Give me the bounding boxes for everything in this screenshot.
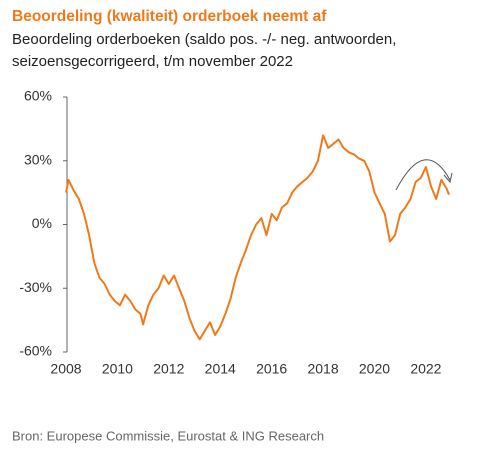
arrow-head [443, 172, 453, 184]
y-tick-label: 60% [24, 88, 52, 104]
subtitle-box: Beoordeling orderboeken (saldo pos. -/- … [12, 31, 397, 70]
trend-arrow [395, 159, 451, 191]
y-tick-label: 0% [32, 215, 52, 231]
x-tick-label: 2010 [102, 361, 133, 377]
source: Bron: Europese Commissie, Eurostat & ING… [12, 428, 324, 443]
x-tick-label: 2020 [359, 361, 390, 377]
y-tick-label: -30% [19, 279, 52, 295]
x-tick-label: 2016 [256, 361, 287, 377]
x-tick-label: 2012 [153, 361, 184, 377]
chart-subtitle: Beoordeling orderboeken (saldo pos. -/- … [12, 31, 397, 70]
x-tick-label: 2014 [205, 361, 236, 377]
x-tick-label: 2022 [410, 361, 441, 377]
data-line [65, 134, 450, 341]
x-tick-label: 2018 [307, 361, 338, 377]
x-tick-label: 2008 [50, 361, 81, 377]
chart-title: Beoordeling (kwaliteit) orderboek neemt … [12, 8, 327, 25]
y-tick-label: -60% [19, 343, 52, 359]
y-tick-label: 30% [24, 151, 52, 167]
